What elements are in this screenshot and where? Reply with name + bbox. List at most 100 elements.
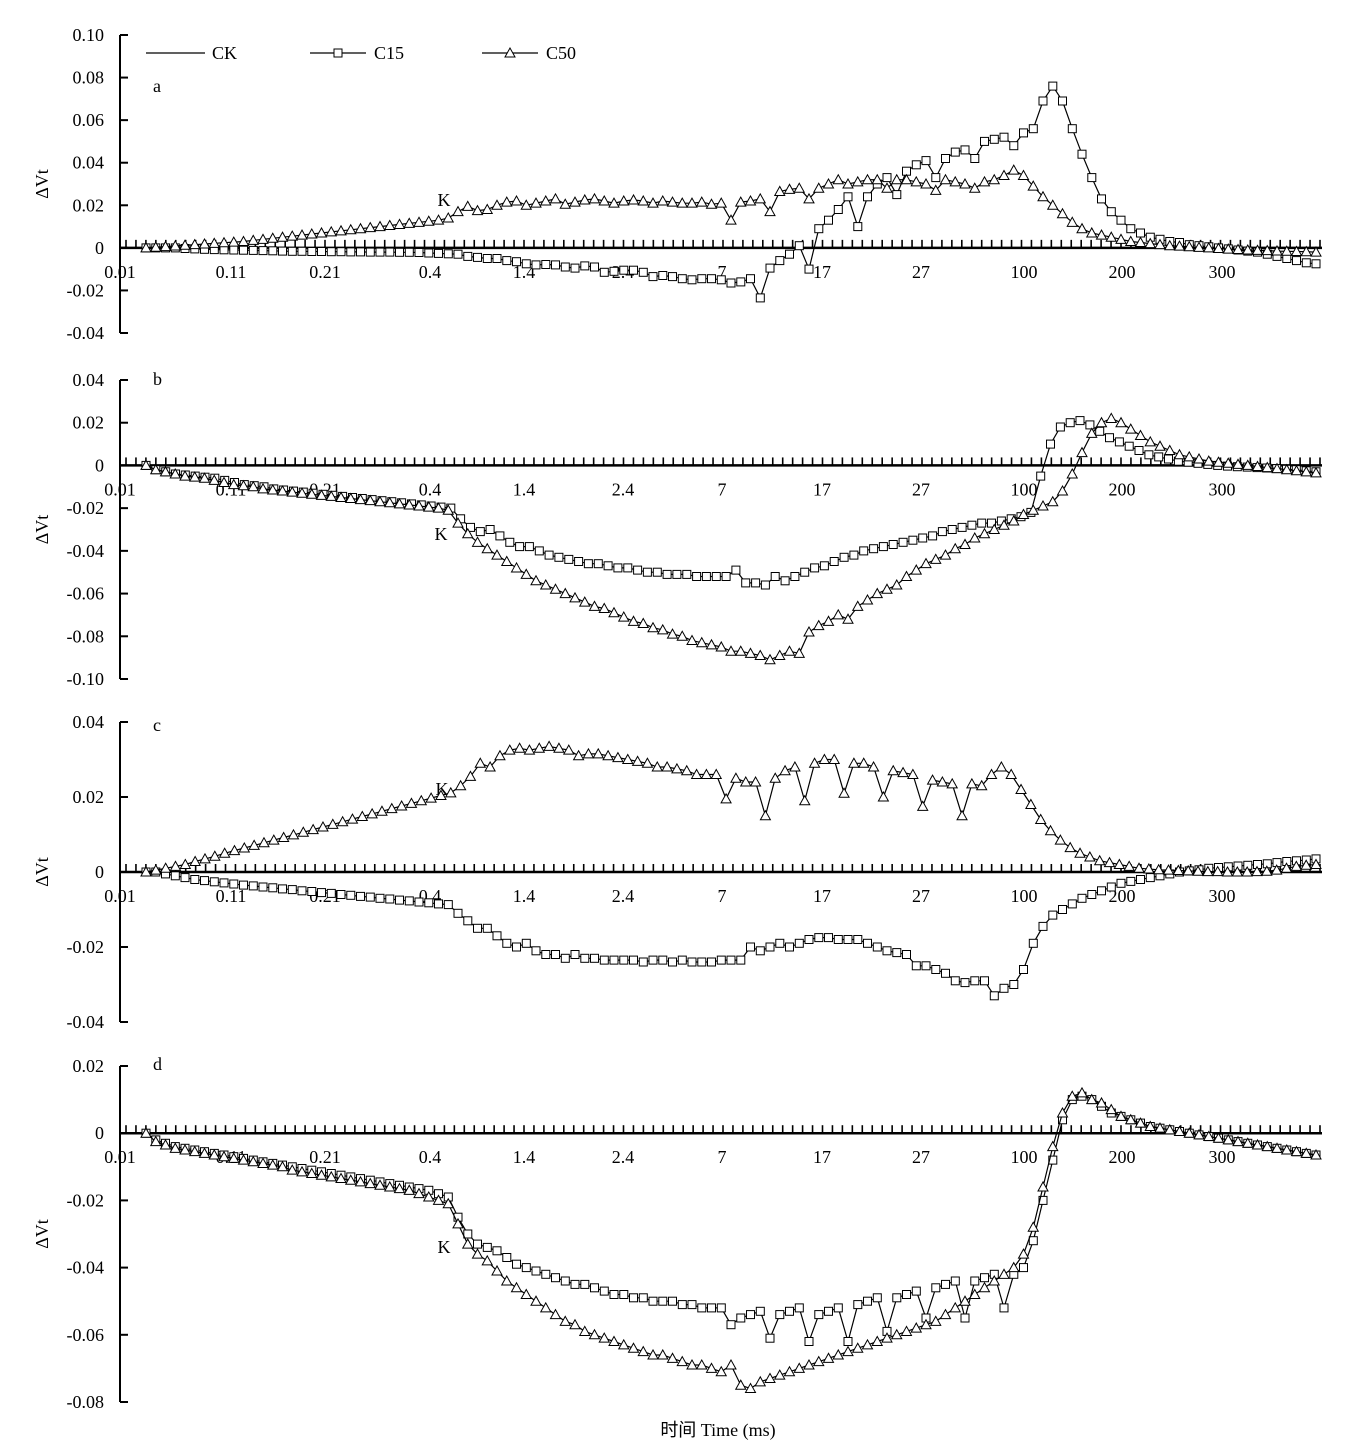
data-point-triangle	[1056, 1107, 1069, 1118]
x-tick-label: 0.01	[104, 886, 136, 906]
data-point-triangle	[494, 749, 506, 761]
data-point-triangle	[335, 1172, 347, 1184]
data-point-triangle	[530, 574, 542, 586]
data-point-triangle	[1212, 1132, 1225, 1143]
data-point-square	[960, 978, 970, 988]
data-point-triangle	[749, 775, 762, 787]
y-tick-label: -0.04	[67, 1012, 105, 1032]
data-point-triangle	[1271, 462, 1283, 474]
data-point-square	[590, 953, 599, 963]
data-point-square	[1136, 228, 1145, 238]
data-point-square	[521, 259, 531, 269]
data-point-triangle	[179, 1143, 191, 1155]
data-point-square	[736, 1313, 746, 1323]
data-point-triangle	[227, 236, 240, 247]
data-point-square	[726, 1320, 736, 1330]
data-point-triangle	[1124, 423, 1137, 434]
data-point-triangle	[1212, 456, 1225, 467]
data-point-square	[482, 923, 492, 933]
data-point-triangle	[344, 223, 357, 235]
data-point-triangle	[364, 221, 377, 233]
data-point-triangle	[1193, 241, 1205, 252]
data-point-square	[804, 935, 814, 944]
data-point-triangle	[258, 836, 270, 848]
data-point-triangle	[520, 199, 533, 210]
x-tick-label: 17	[813, 479, 831, 499]
data-point-square	[492, 1246, 502, 1256]
data-point-triangle	[227, 478, 240, 490]
series-line-C50	[145, 1092, 1317, 1390]
x-tick-label: 7	[718, 1147, 727, 1167]
data-point-square	[833, 205, 843, 214]
data-point-triangle	[452, 1217, 464, 1229]
data-point-square	[941, 968, 950, 978]
data-point-triangle	[592, 747, 605, 759]
data-point-triangle	[656, 1348, 669, 1360]
data-point-square	[560, 262, 570, 272]
data-point-square	[736, 277, 746, 287]
data-point-triangle	[1056, 485, 1069, 496]
data-point-square	[570, 1279, 580, 1289]
data-point-square	[638, 957, 648, 967]
data-point-square	[356, 247, 365, 257]
x-tick-label: 0.4	[419, 479, 442, 499]
data-point-triangle	[881, 583, 893, 594]
data-point-triangle	[871, 1335, 884, 1347]
data-point-triangle	[1163, 444, 1176, 455]
data-point-square	[1164, 454, 1173, 464]
data-point-triangle	[461, 527, 474, 539]
data-point-triangle	[159, 862, 172, 873]
data-point-square	[668, 957, 677, 967]
data-point-triangle	[1300, 245, 1313, 257]
data-point-triangle	[1221, 865, 1234, 877]
data-point-square	[970, 154, 980, 163]
y-tick-label: 0.02	[73, 1056, 105, 1076]
data-point-square	[268, 246, 278, 256]
data-point-triangle	[533, 742, 546, 753]
data-point-triangle	[1192, 865, 1204, 876]
data-point-square	[888, 540, 898, 549]
data-point-triangle	[744, 647, 757, 658]
data-point-triangle	[376, 805, 388, 816]
data-point-square	[843, 1337, 853, 1346]
data-point-triangle	[988, 1275, 1001, 1286]
data-point-triangle	[715, 197, 728, 208]
data-point-square	[485, 525, 495, 534]
x-tick-label: 300	[1209, 479, 1236, 499]
data-point-triangle	[608, 1335, 620, 1347]
data-point-triangle	[530, 1295, 542, 1306]
data-point-triangle	[1124, 235, 1137, 246]
data-point-triangle	[690, 768, 703, 779]
data-point-square	[258, 882, 268, 892]
data-point-square	[1028, 124, 1038, 134]
data-point-triangle	[1085, 1093, 1098, 1105]
data-point-triangle	[442, 1197, 455, 1209]
data-point-square	[619, 955, 629, 965]
x-tick-label: 300	[1209, 1147, 1236, 1167]
data-point-square	[629, 265, 638, 275]
data-point-square	[814, 1310, 824, 1320]
data-point-triangle	[949, 175, 962, 187]
data-point-square	[414, 897, 424, 907]
data-point-triangle	[779, 764, 791, 776]
data-point-square	[921, 156, 931, 166]
data-point-square	[800, 567, 810, 577]
data-point-triangle	[900, 173, 913, 185]
data-point-triangle	[1154, 440, 1166, 451]
data-point-triangle	[959, 1295, 971, 1306]
data-point-triangle	[520, 568, 533, 579]
data-point-square	[443, 249, 453, 259]
data-point-triangle	[569, 591, 581, 603]
data-point-square	[785, 249, 794, 259]
data-point-square	[453, 908, 463, 918]
data-point-square	[590, 262, 599, 272]
data-point-square	[512, 1259, 521, 1269]
data-point-triangle	[169, 239, 182, 251]
y-tick-label: -0.10	[67, 669, 105, 689]
data-point-square	[1126, 224, 1136, 234]
data-point-triangle	[1261, 461, 1274, 473]
data-point-square	[424, 898, 434, 908]
data-point-triangle	[1290, 1145, 1303, 1157]
data-point-square	[642, 567, 652, 577]
data-point-triangle	[838, 787, 850, 798]
